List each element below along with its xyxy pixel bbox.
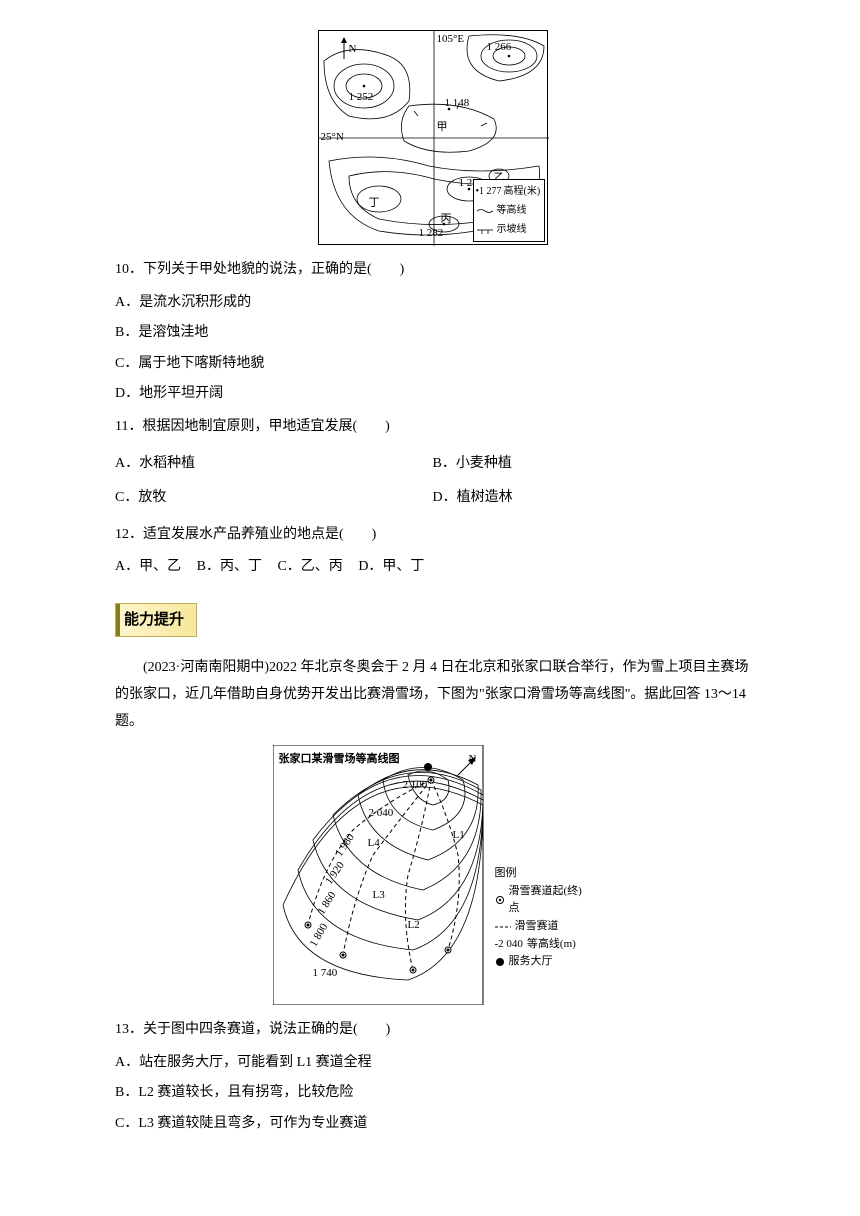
q13-B: B．L2 赛道较长，且有拐弯，比较危险	[115, 1080, 750, 1107]
map2-north: N	[469, 749, 477, 770]
q10-C: C．属于地下喀斯特地貌	[115, 351, 750, 378]
q10-B: B．是溶蚀洼地	[115, 320, 750, 347]
q10-stem: 10．下列关于甲处地貌的说法，正确的是( )	[115, 257, 750, 284]
map2-container: 张家口某滑雪场等高线图 N 2 100 2 040 1 980 1 920 1 …	[115, 745, 750, 1005]
map2-legend-title: 图例	[495, 865, 593, 883]
q12-stem: 12．适宜发展水产品养殖业的地点是( )	[115, 522, 750, 549]
q12-options: A．甲、乙 B．丙、丁 C．乙、丙 D．甲、丁	[115, 554, 750, 581]
map2-track-L1: L1	[453, 825, 465, 846]
map1-container: N 105°E 25°N 1 266 1 252 1 148 1 277 1 2…	[115, 30, 750, 245]
map1: N 105°E 25°N 1 266 1 252 1 148 1 277 1 2…	[318, 30, 548, 245]
q12-A: A．甲、乙	[115, 559, 181, 574]
q13-A: A．站在服务大厅，可能看到 L1 赛道全程	[115, 1050, 750, 1077]
passage: (2023·河南南阳期中)2022 年北京冬奥会于 2 月 4 日在北京和张家口…	[115, 655, 750, 735]
map1-marker-bing: 丙	[441, 209, 452, 230]
q12-D: D．甲、丁	[358, 559, 424, 574]
map2: 张家口某滑雪场等高线图 N 2 100 2 040 1 980 1 920 1 …	[273, 745, 593, 1005]
q13-C: C．L3 赛道较陡且弯多，可作为专业赛道	[115, 1111, 750, 1138]
map2-legend-startend: 滑雪赛道起(终)点	[508, 883, 592, 918]
map2-title: 张家口某滑雪场等高线图	[279, 749, 400, 770]
q11-C: C．放牧	[115, 485, 433, 512]
map1-north: N	[349, 39, 357, 60]
map2-track-L3: L3	[373, 885, 385, 906]
map1-legend: •1 277 高程(米) 等高线 示坡线	[473, 179, 545, 242]
map2-track-L2: L2	[408, 915, 420, 936]
map1-legend-elev: 高程(米)	[504, 182, 541, 201]
map2-contour-0: 2 100	[403, 775, 428, 796]
map2-legend-contour-sample: -2 040	[495, 936, 523, 954]
q13-stem: 13．关于图中四条赛道，说法正确的是( )	[115, 1017, 750, 1044]
q11-stem: 11．根据因地制宜原则，甲地适宜发展( )	[115, 414, 750, 441]
q11-D: D．植树造林	[433, 485, 751, 512]
q12-C: C．乙、丙	[277, 559, 342, 574]
section-badge: 能力提升	[115, 603, 197, 638]
map2-legend: 图例 滑雪赛道起(终)点 滑雪赛道 -2 040 等高线(m) 服务大厅	[495, 865, 593, 971]
map2-contour-1: 2 040	[369, 803, 394, 824]
map2-track-L4: L4	[368, 833, 380, 854]
map1-marker-ding: 丁	[369, 193, 380, 214]
map1-peak-1: 1 252	[349, 87, 374, 108]
map1-marker-jia: 甲	[437, 117, 448, 138]
map1-legend-contour: 等高线	[497, 201, 527, 220]
map1-legend-slope: 示坡线	[497, 220, 527, 239]
map2-contour-6: 1 740	[313, 963, 338, 984]
map1-legend-elev-sample: •1 277	[476, 182, 502, 201]
map1-peak-0: 1 266	[487, 37, 512, 58]
q10-D: D．地形平坦开阔	[115, 381, 750, 408]
q10-A: A．是流水沉积形成的	[115, 290, 750, 317]
map1-lat: 25°N	[321, 127, 344, 148]
q11-A: A．水稻种植	[115, 451, 433, 478]
map2-legend-contour: 等高线(m)	[527, 936, 576, 954]
map1-lon: 105°E	[437, 29, 465, 50]
map1-peak-2: 1 148	[445, 93, 470, 114]
q12-B: B．丙、丁	[197, 559, 262, 574]
q11-B: B．小麦种植	[433, 451, 751, 478]
map2-legend-hall: 服务大厅	[509, 953, 553, 971]
map2-legend-track: 滑雪赛道	[515, 918, 559, 936]
